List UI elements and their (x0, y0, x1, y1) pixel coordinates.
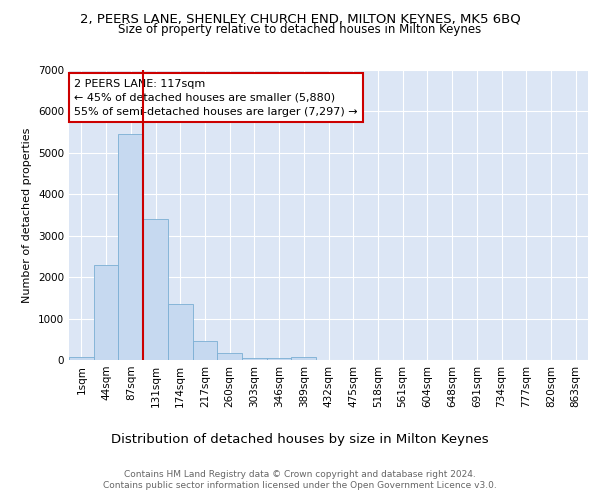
Text: Size of property relative to detached houses in Milton Keynes: Size of property relative to detached ho… (118, 22, 482, 36)
Bar (118, 134, 143, 360)
Bar (267, 358, 292, 360)
Bar (168, 304, 193, 360)
Bar (292, 356, 316, 360)
Bar (94, 264, 118, 360)
Bar (193, 341, 217, 360)
Bar (143, 219, 168, 360)
Text: Distribution of detached houses by size in Milton Keynes: Distribution of detached houses by size … (111, 432, 489, 446)
Text: Contains HM Land Registry data © Crown copyright and database right 2024.: Contains HM Land Registry data © Crown c… (124, 470, 476, 479)
Bar (217, 353, 242, 360)
Bar (242, 358, 267, 360)
Text: 2 PEERS LANE: 117sqm
← 45% of detached houses are smaller (5,880)
55% of semi-de: 2 PEERS LANE: 117sqm ← 45% of detached h… (74, 78, 358, 116)
Text: Contains public sector information licensed under the Open Government Licence v3: Contains public sector information licen… (103, 481, 497, 490)
Y-axis label: Number of detached properties: Number of detached properties (22, 128, 32, 302)
Bar (69, 356, 94, 360)
Text: 2, PEERS LANE, SHENLEY CHURCH END, MILTON KEYNES, MK5 6BQ: 2, PEERS LANE, SHENLEY CHURCH END, MILTO… (80, 12, 520, 26)
